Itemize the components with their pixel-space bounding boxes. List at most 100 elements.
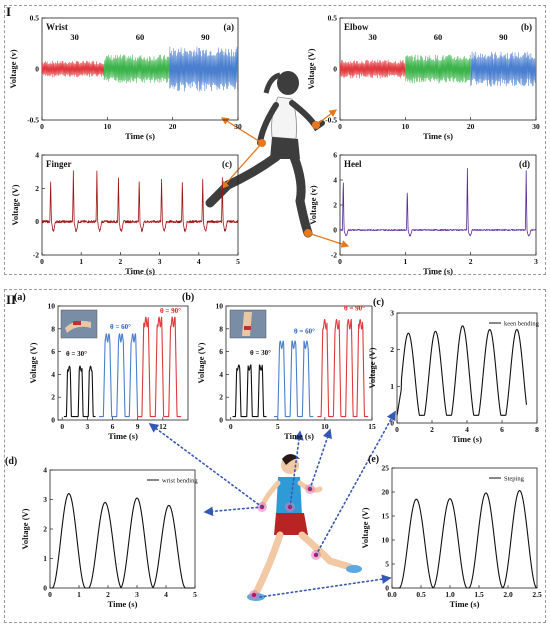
- x-tick-label: 9: [136, 422, 140, 431]
- panel-label: (b): [182, 292, 194, 303]
- x-tick-label: 2: [119, 257, 123, 266]
- y-tick-label: 0: [35, 217, 39, 226]
- x-tick-label: 6: [111, 422, 115, 431]
- x-axis-label: Time (s): [125, 266, 155, 276]
- y-tick-label: 4: [43, 466, 47, 475]
- series-1-line: [273, 340, 314, 418]
- series-1-line: [98, 333, 143, 418]
- x-tick-label: 2.0: [503, 590, 513, 599]
- plot-frame: [41, 154, 239, 256]
- angle-label: θ = 90°: [160, 307, 181, 315]
- x-tick-label: 3: [534, 257, 538, 266]
- chart-4: 0 3 6 9 12 0 2 4 6 8 10 Time (s) Voltage (V) (a) θ = 3…: [14, 292, 189, 441]
- series-2-line: [317, 318, 369, 418]
- speed-label: 30: [70, 32, 79, 42]
- signal-line: [339, 168, 537, 237]
- x-tick-label: 1.5: [474, 590, 484, 599]
- panel-label: (d): [5, 456, 17, 467]
- y-axis-label: Voltage (V): [367, 347, 377, 388]
- chart-title: Elbow: [344, 22, 369, 32]
- panel-label: (d): [519, 159, 530, 169]
- x-tick-label: 4: [197, 257, 201, 266]
- x-tick-label: 4: [164, 590, 168, 599]
- series-1-line: [405, 54, 471, 84]
- section-2-frame: [4, 289, 546, 623]
- y-tick-label: 15: [382, 512, 390, 521]
- chart-7: 0 1 2 3 4 5 0 1 2 3 4 Time (s) Voltage (V) wrist bend…: [5, 456, 198, 609]
- x-tick-label: 2: [469, 257, 473, 266]
- inset-finger: [65, 320, 91, 333]
- y-tick-label: -2: [33, 251, 39, 260]
- x-axis-label: Time (s): [450, 599, 480, 609]
- x-axis-label: Time (s): [423, 131, 453, 141]
- signal-line: [49, 493, 195, 589]
- y-tick-label: 0.5: [30, 14, 40, 23]
- x-tick-label: 0: [229, 422, 233, 431]
- legend-label: Steping: [504, 476, 525, 483]
- y-tick-label: 2: [219, 393, 223, 402]
- panel-label: (b): [521, 22, 532, 32]
- speed-label: 60: [434, 32, 443, 42]
- y-tick-label: 4: [333, 176, 337, 185]
- series-2-line: [137, 316, 182, 418]
- x-tick-label: 0: [338, 122, 342, 131]
- girl-back-leg: [252, 531, 284, 597]
- sensor-dot: [251, 592, 257, 598]
- y-tick-label: 2: [35, 184, 39, 193]
- x-tick-label: 0: [395, 425, 399, 434]
- y-axis-label: Voltage (v): [8, 49, 18, 88]
- y-tick-label: 2: [51, 393, 55, 402]
- x-tick-label: 20: [467, 122, 475, 131]
- x-tick-label: 3: [135, 590, 139, 599]
- panel-label: (a): [14, 292, 26, 303]
- x-tick-label: 0.0: [387, 590, 397, 599]
- x-axis-label: Time (s): [452, 434, 482, 444]
- x-tick-label: 4: [465, 425, 469, 434]
- girl-shirt: [276, 477, 302, 515]
- y-tick-label: 0: [43, 584, 47, 593]
- runner-ponytail: [263, 72, 281, 94]
- y-tick-label: 0: [385, 584, 389, 593]
- speed-label: 30: [368, 32, 377, 42]
- y-tick-label: 2: [333, 201, 337, 210]
- pointer-elbow-bending: [289, 430, 304, 508]
- chart-title: Wrist: [46, 22, 68, 32]
- runner-woman-figure: [205, 71, 325, 238]
- y-tick-label: 4: [219, 370, 223, 379]
- pointer-finger-bending: [148, 423, 263, 508]
- y-axis-label: Voltage (V): [360, 507, 370, 548]
- x-tick-label: 30: [532, 122, 540, 131]
- x-tick-label: 6: [500, 425, 504, 434]
- plot-frame: [49, 469, 196, 589]
- y-tick-label: 3: [390, 309, 394, 318]
- y-tick-label: 6: [333, 151, 337, 160]
- y-axis-label: Voltage (V): [20, 508, 30, 549]
- x-tick-label: 2: [430, 425, 434, 434]
- series-2-line: [470, 51, 537, 87]
- chart-6: 0 2 4 6 8 0 1 2 3 Time (s) Voltage (V) keen bending…: [367, 297, 540, 444]
- plot-frame: [391, 467, 538, 589]
- inset-photo: [60, 309, 98, 339]
- angle-label: θ = 90°: [344, 305, 365, 313]
- chart-5: 0 5 10 15 0 2 4 6 8 10 Time (s) Voltage (V) (b) θ = 3…: [182, 292, 376, 441]
- series-0-line: [41, 60, 105, 78]
- y-axis-label: Voltage (V): [196, 342, 206, 383]
- x-tick-label: 20: [169, 122, 177, 131]
- speed-label: 60: [136, 32, 145, 42]
- x-tick-label: 8: [535, 425, 539, 434]
- inset-photo: [229, 309, 267, 339]
- y-tick-label: 0: [51, 416, 55, 425]
- pointer-knee-bending: [315, 410, 396, 556]
- x-tick-label: 2.5: [532, 590, 542, 599]
- legend-label: keen bending: [504, 321, 540, 328]
- panel-label: (a): [224, 22, 235, 32]
- y-tick-label: 3: [43, 495, 47, 504]
- plot-frame: [339, 154, 537, 256]
- y-tick-label: 10: [48, 302, 56, 311]
- angle-label: θ = 60°: [294, 327, 315, 335]
- girl-front-leg: [298, 531, 354, 571]
- x-axis-label: Time (s): [108, 599, 138, 609]
- speed-label: 90: [201, 32, 210, 42]
- section-label-1: I: [6, 4, 12, 19]
